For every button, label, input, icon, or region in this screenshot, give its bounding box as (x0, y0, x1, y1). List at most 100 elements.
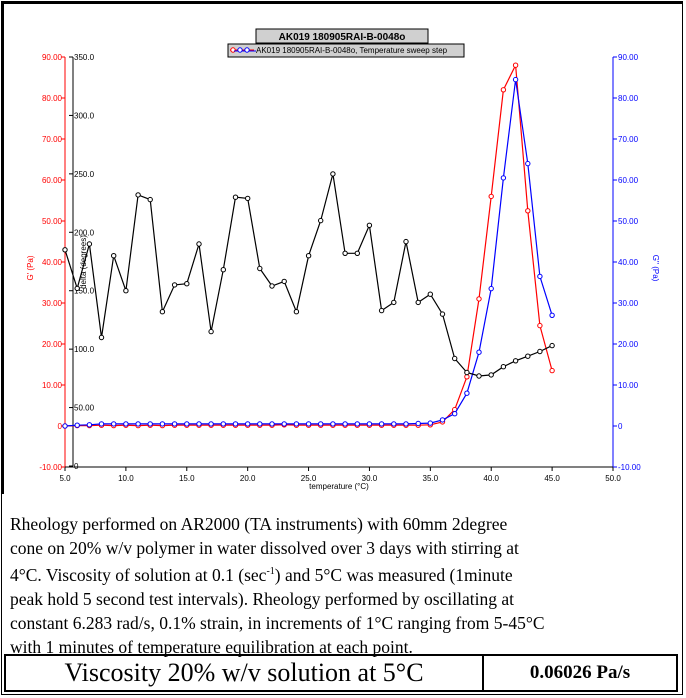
description-line: with 1 minutes of temperature equilibrat… (10, 636, 413, 657)
x-tick-label: 35.0 (423, 474, 439, 483)
x-tick-label: 25.0 (301, 474, 317, 483)
right-tick-label: 80.00 (618, 94, 639, 103)
data-point-g_double_prime (512, 76, 519, 83)
data-point-delta (257, 265, 263, 272)
data-point-g_double_prime (464, 390, 470, 396)
description-text: Rheology performed on AR2000 (TA instrum… (10, 512, 676, 659)
description-superscript: -1 (266, 566, 275, 577)
right-axis-title: G'' (Pa) (651, 255, 660, 282)
data-point-g_double_prime (452, 411, 458, 417)
data-point-g_double_prime (135, 421, 141, 427)
data-point-g_double_prime (293, 421, 300, 427)
delta-axis-title: delta (degrees) (79, 235, 88, 289)
data-point-g_double_prime (354, 421, 360, 427)
data-point-g_prime (549, 367, 555, 374)
data-point-delta (111, 253, 117, 259)
data-point-delta (184, 281, 190, 287)
data-point-g_double_prime (159, 421, 166, 427)
chart-title-box (255, 28, 429, 44)
legend-blue-marker (244, 47, 250, 53)
data-point-g_double_prime (488, 285, 494, 292)
right-tick-label: 0 (618, 422, 623, 431)
data-point-delta (220, 267, 227, 273)
right-tick-label: 60.00 (618, 176, 639, 185)
left-tick-label: 50.00 (42, 217, 63, 226)
delta-tick-label: 0 (74, 462, 79, 471)
data-point-g_prime (512, 62, 519, 68)
right-tick-label: 20.00 (618, 340, 639, 349)
viscosity-table: Viscosity 20% w/v solution at 5°C 0.0602… (4, 654, 678, 692)
data-point-delta (500, 364, 507, 370)
chart-title: AK019 180905RAI-B-0048o (279, 32, 406, 43)
data-point-delta (305, 253, 312, 259)
viscosity-value: 0.06026 Pa/s (529, 662, 631, 683)
data-point-delta (62, 247, 68, 253)
data-point-delta (464, 369, 470, 376)
data-point-delta (427, 291, 433, 297)
data-point-delta (171, 282, 178, 288)
data-point-g_prime (537, 322, 543, 329)
data-point-delta (452, 355, 458, 362)
x-tick-label: 50.0 (605, 474, 621, 483)
data-point-g_double_prime (537, 273, 543, 280)
left-tick-label: 10.00 (42, 381, 63, 390)
data-point-g_double_prime (123, 421, 129, 427)
series-layer (62, 62, 555, 429)
data-point-delta (525, 353, 531, 359)
data-point-g_double_prime (62, 423, 68, 429)
data-point-g_double_prime (525, 160, 531, 167)
x-tick-label: 20.0 (240, 474, 256, 483)
legend-blue-marker (237, 47, 243, 53)
data-point-g_prime (464, 374, 470, 380)
data-point-delta (537, 348, 543, 355)
x-tick-label: 30.0 (362, 474, 378, 483)
data-point-delta (123, 288, 129, 294)
data-point-g_double_prime (111, 421, 117, 427)
data-point-g_prime (525, 208, 531, 214)
data-point-delta (512, 358, 519, 364)
data-point-delta (318, 217, 324, 224)
left-tick-label: 80.00 (42, 94, 63, 103)
data-point-g_double_prime (74, 422, 80, 428)
right-tick-label: 10.00 (618, 381, 639, 390)
legend-red-marker (230, 47, 236, 53)
data-point-delta (415, 299, 421, 306)
x-tick-label: 45.0 (544, 474, 560, 483)
data-point-delta (354, 250, 360, 257)
right-tick-label: 70.00 (618, 135, 639, 144)
data-point-delta (330, 171, 336, 177)
data-point-delta (366, 222, 373, 229)
data-point-delta (147, 196, 153, 203)
data-point-g_double_prime (330, 421, 336, 427)
delta-tick-label: 50.00 (74, 404, 95, 413)
right-tick-label: 50.00 (618, 217, 639, 226)
data-point-g_double_prime (305, 421, 312, 427)
data-point-delta (488, 372, 494, 378)
left-tick-label: 70.00 (42, 135, 63, 144)
data-point-delta (159, 309, 166, 315)
x-tick-label: 5.0 (59, 474, 71, 483)
delta-tick-label: 200.0 (74, 228, 95, 237)
delta-tick-label: 150.0 (74, 287, 95, 296)
data-point-g_double_prime (500, 175, 507, 181)
description-line: cone on 20% w/v polymer in water dissolv… (10, 538, 519, 558)
left-tick-label: 0 (58, 422, 63, 431)
description-line: constant 6.283 rad/s, 0.1% strain, in in… (10, 612, 545, 633)
chart-panel (2, 2, 682, 494)
x-tick-label: 15.0 (179, 474, 195, 483)
left-tick-label: 40.00 (42, 258, 63, 267)
data-point-g_double_prime (184, 421, 190, 427)
data-point-g_double_prime (98, 421, 105, 427)
data-point-g_double_prime (86, 422, 93, 428)
data-point-g_double_prime (318, 421, 324, 427)
legend-label: AK019 180905RAI-B-0048o, Temperature swe… (256, 46, 448, 55)
delta-tick-label: 350.0 (74, 53, 95, 62)
data-point-delta (208, 328, 214, 335)
data-point-g_double_prime (147, 421, 153, 427)
delta-tick-label: 300.0 (74, 111, 95, 120)
left-axis-title: G' (Pa) (26, 255, 35, 280)
data-point-delta (549, 342, 555, 349)
x-tick-label: 10.0 (118, 474, 134, 483)
title-layer: AK019 180905RAI-B-0048o AK019 180905RAI-… (227, 28, 465, 58)
